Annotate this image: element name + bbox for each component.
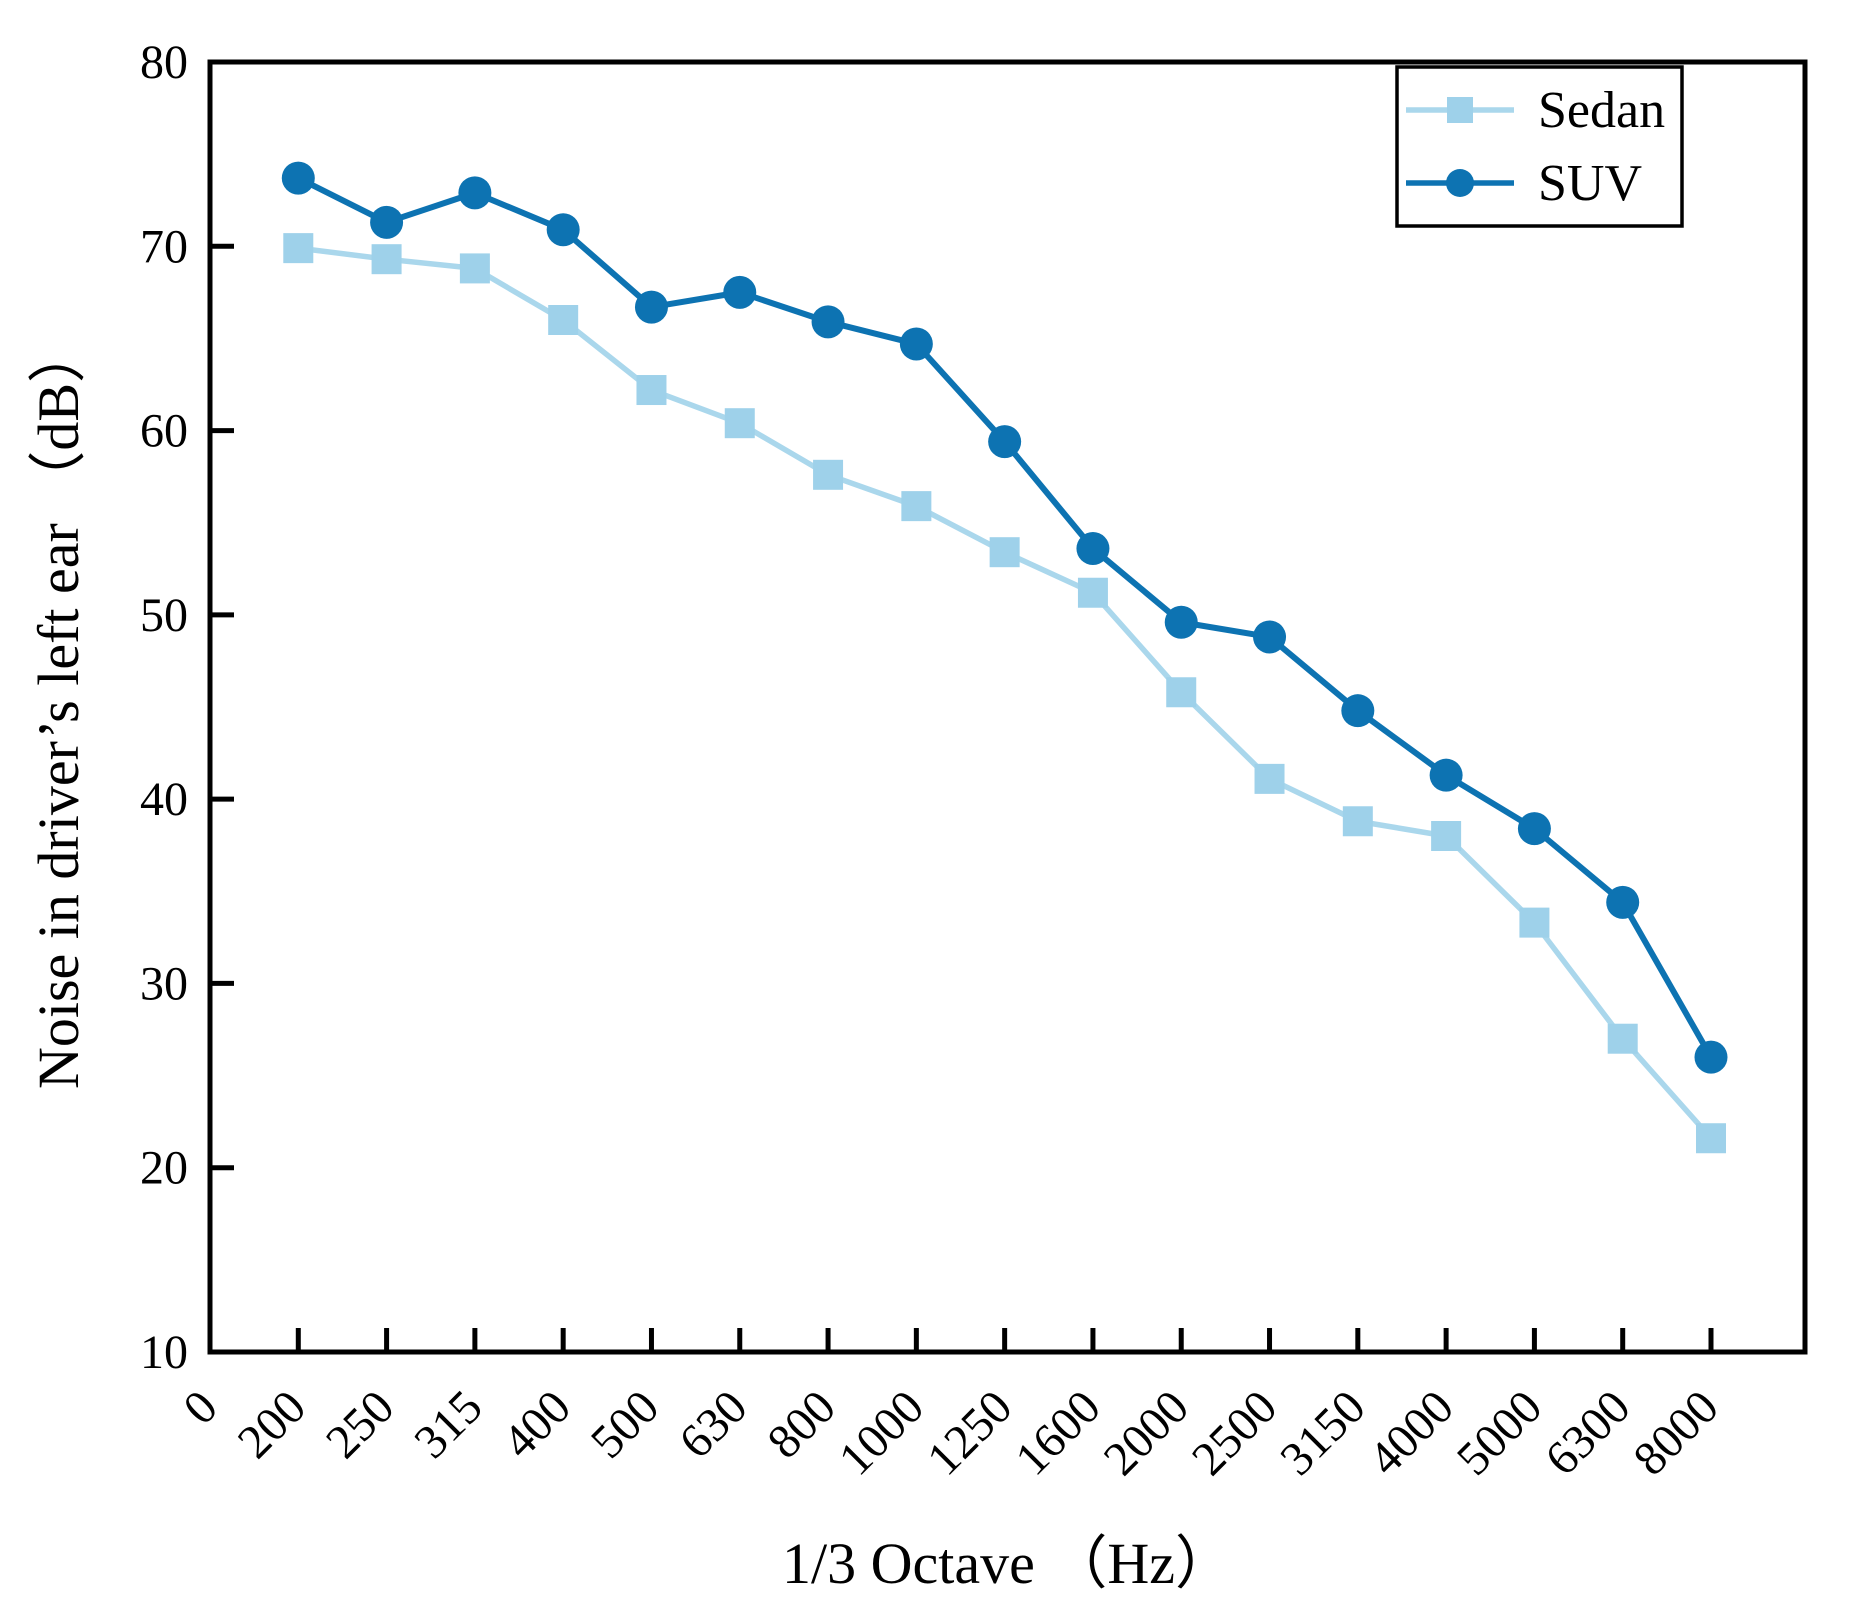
legend-entry-sedan: Sedan [1406, 82, 1665, 139]
sedan-marker [636, 375, 667, 406]
series-suv [281, 161, 1728, 1074]
sedan-marker [1696, 1123, 1726, 1154]
suv-marker [811, 305, 845, 339]
legend: Sedan SUV [1395, 65, 1684, 228]
sedan-marker [813, 459, 844, 490]
sedan-marker [548, 305, 579, 335]
legend-square-marker [1447, 97, 1473, 123]
suv-marker [1517, 812, 1551, 846]
y-tick-label: 80 [140, 36, 188, 89]
legend-entry-suv: SUV [1406, 155, 1642, 212]
suv-marker [281, 161, 315, 195]
y-tick-label: 30 [140, 957, 188, 1010]
legend-label: Sedan [1538, 82, 1665, 139]
y-tick-label: 40 [140, 773, 188, 826]
suv-marker [458, 176, 492, 210]
y-axis-label: Noise in driver’s left ear （dB） [26, 325, 91, 1089]
sedan-marker [459, 253, 490, 284]
suv-marker [723, 275, 757, 309]
suv-marker [1164, 605, 1198, 639]
suv-marker [988, 425, 1022, 459]
suv-marker [370, 205, 404, 239]
suv-marker [1076, 532, 1110, 566]
suv-marker [899, 327, 933, 361]
suv-marker [1606, 885, 1640, 919]
legend-circle-marker [1446, 169, 1474, 197]
sedan-marker [1077, 577, 1108, 608]
suv-marker [1694, 1040, 1728, 1074]
y-tick-label: 70 [140, 220, 188, 273]
sedan-marker [1607, 1023, 1638, 1054]
sedan-marker [1166, 677, 1197, 708]
y-tick-label: 60 [140, 405, 188, 458]
suv-marker [1341, 694, 1375, 728]
suv-marker [1429, 758, 1463, 792]
sedan-marker [724, 408, 755, 439]
y-tick-label: 10 [140, 1326, 188, 1379]
sedan-marker [371, 244, 402, 275]
suv-marker [546, 213, 580, 247]
suv-marker [634, 290, 668, 324]
sedan-marker [989, 537, 1020, 568]
legend-label: SUV [1538, 155, 1642, 212]
y-tick-label: 50 [140, 589, 188, 642]
sedan-marker [1519, 907, 1550, 938]
y-tick-label: 20 [140, 1142, 188, 1195]
plot-border [207, 59, 1808, 1355]
suv-marker [1253, 620, 1287, 654]
sedan-marker [1431, 821, 1462, 851]
sedan-marker [901, 491, 932, 522]
sedan-marker [283, 233, 314, 264]
sedan-marker [1254, 763, 1285, 794]
sedan-marker [1342, 806, 1373, 837]
legend-box [1395, 65, 1684, 228]
x-axis-label: 1/3 Octave （Hz） [782, 1531, 1233, 1596]
series-sedan [283, 233, 1726, 1154]
